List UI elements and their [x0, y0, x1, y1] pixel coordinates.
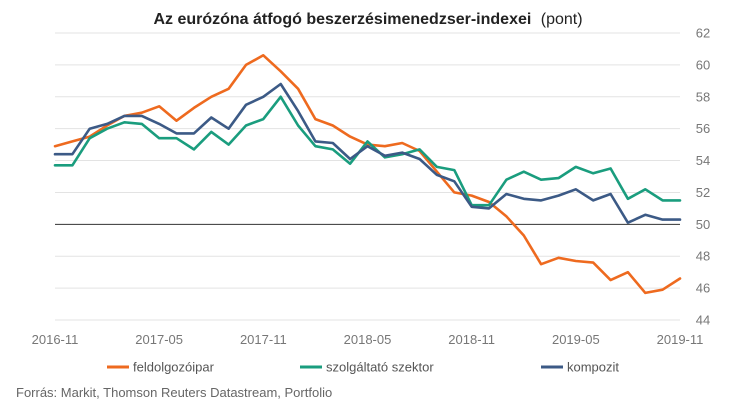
x-axis: 2016-11 2017-05 2017-11 2018-05 2018-11 2019-…	[32, 332, 704, 347]
y-tick-label: 44	[696, 313, 710, 328]
legend-label: szolgáltató szektor	[326, 360, 434, 375]
y-axis: 44 46 48 50 52 54 56 58 60 62	[696, 26, 710, 328]
x-tick-label: 2019-05	[552, 332, 600, 347]
legend-label: feldolgozóipar	[133, 360, 215, 375]
y-tick-label: 46	[696, 281, 710, 296]
y-tick-label: 52	[696, 185, 710, 200]
x-tick-label: 2018-05	[344, 332, 392, 347]
y-tick-label: 60	[696, 57, 710, 72]
y-tick-label: 58	[696, 89, 710, 104]
x-tick-label: 2016-11	[32, 332, 79, 347]
y-tick-label: 56	[696, 121, 710, 136]
source-note: Forrás: Markit, Thomson Reuters Datastre…	[16, 385, 332, 400]
legend: feldolgozóipar szolgáltató szektor kompozi…	[107, 360, 619, 375]
chart-title-main: Az eurózóna átfogó beszerzésimenedzser-i…	[153, 11, 531, 28]
legend-label: kompozit	[567, 360, 619, 375]
grid-lines	[55, 32, 680, 321]
y-tick-label: 50	[696, 217, 710, 232]
series-line-1	[53, 95, 682, 207]
y-tick-label: 62	[696, 26, 710, 41]
series-line-2	[53, 82, 682, 224]
series-line-0	[53, 53, 682, 295]
x-tick-label: 2019-11	[657, 332, 704, 347]
chart-title: Az eurózóna átfogó beszerzésimenedzser-i…	[153, 11, 582, 28]
y-tick-label: 48	[696, 249, 710, 264]
x-tick-label: 2018-11	[448, 332, 495, 347]
chart-title-unit: (pont)	[541, 11, 583, 28]
x-tick-label: 2017-05	[135, 332, 183, 347]
plot-area	[53, 53, 682, 295]
y-tick-label: 54	[696, 153, 710, 168]
x-tick-label: 2017-11	[240, 332, 287, 347]
